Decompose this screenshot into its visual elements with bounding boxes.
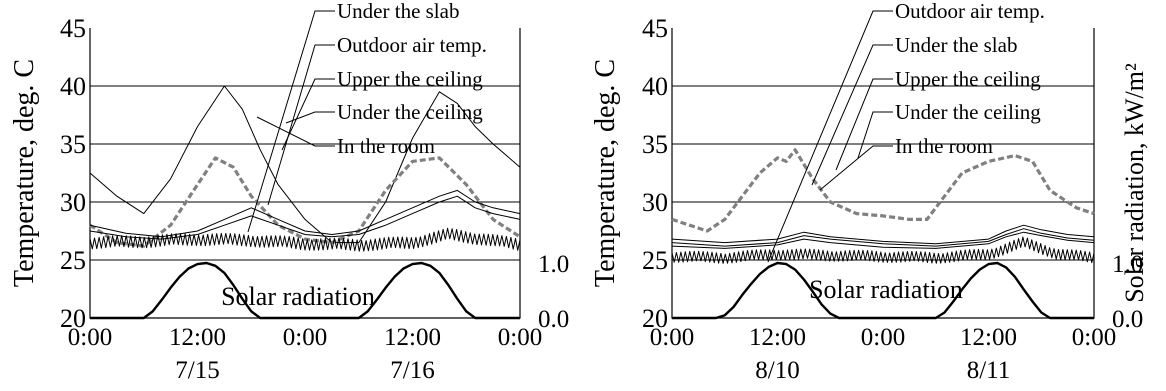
x-tick-label: 0:00 <box>498 324 542 351</box>
series-solar-radiation <box>90 261 520 320</box>
legend-label: In the room <box>337 134 435 158</box>
legend-leader <box>819 145 893 191</box>
x-tick-label: 12:00 <box>169 324 226 351</box>
series-solar-radiation <box>672 261 1094 320</box>
series-in-the-room <box>89 227 521 252</box>
solar-radiation-annotation: Solar radiation <box>221 282 375 311</box>
x-tick-label: 0:00 <box>1072 324 1116 351</box>
y-tick-label: 30 <box>60 188 86 217</box>
legend-label: Under the slab <box>337 0 459 23</box>
y-axis-label: Temperature, deg. C <box>9 59 40 287</box>
y-tick-label: 40 <box>60 72 86 101</box>
y2-axis-label: Solar radiation, kW/m² <box>1120 63 1149 303</box>
x-tick-label: 12:00 <box>960 324 1017 351</box>
x-tick-label: 12:00 <box>749 324 806 351</box>
series-outdoor-air-temp <box>89 85 521 244</box>
series-outdoor-air-temp <box>671 236 1095 264</box>
y2-tick-label: 1.0 <box>538 251 569 278</box>
y-tick-label: 35 <box>642 130 668 159</box>
legend-leader <box>247 10 335 233</box>
legend-leader <box>811 44 893 186</box>
legend-label: Upper the ceiling <box>337 67 483 91</box>
x-tick-date: 7/16 <box>390 357 434 384</box>
series-upper-the-ceiling <box>671 224 1095 245</box>
legend-label: Outdoor air temp. <box>895 0 1045 23</box>
legend-leader <box>857 111 893 159</box>
legend-leader <box>267 44 335 206</box>
y-tick-label: 40 <box>642 72 668 101</box>
series-under-the-slab <box>89 156 521 248</box>
x-tick-label: 0:00 <box>68 324 112 351</box>
y2-tick-label: 0.0 <box>538 306 569 333</box>
y-tick-label: 20 <box>642 304 668 333</box>
y-axis-label: Temperature, deg. C <box>590 59 621 287</box>
legend-leader <box>835 78 893 171</box>
y-tick-label: 20 <box>60 304 86 333</box>
x-tick-date: 8/10 <box>755 357 799 384</box>
legend-label: Outdoor air temp. <box>337 33 487 57</box>
chart-0: 20 25 30 35 40 45 0.0 1.0 0:00 12:00 7/15 0:00 12:00… <box>9 0 569 384</box>
y-tick-label: 25 <box>60 246 86 275</box>
legend-label: Under the ceiling <box>337 100 483 124</box>
legend-label: Under the ceiling <box>895 100 1041 124</box>
x-tick-label: 0:00 <box>650 324 694 351</box>
y-tick-label: 45 <box>60 14 86 43</box>
y-tick-label: 30 <box>642 188 668 217</box>
legend-label: In the room <box>895 134 993 158</box>
y-tick-label: 35 <box>60 130 86 159</box>
x-tick-label: 0:00 <box>283 324 327 351</box>
legend-label: Upper the ceiling <box>895 67 1041 91</box>
legend-label: Under the slab <box>895 33 1017 57</box>
series-in-the-room <box>671 231 1095 249</box>
y2-tick-label: 0.0 <box>1112 306 1143 333</box>
x-tick-label: 12:00 <box>384 324 441 351</box>
chart-1: 20 25 30 35 40 45 0.0 1.0 0:00 12:00 8/10 0:00 12:00… <box>590 0 1149 384</box>
series-under-the-slab <box>671 148 1095 233</box>
y-tick-label: 45 <box>642 14 668 43</box>
x-tick-date: 7/15 <box>175 357 219 384</box>
x-tick-date: 8/11 <box>967 357 1011 384</box>
y2-tick-label: 1.0 <box>1112 251 1143 278</box>
series-upper-the-ceiling <box>89 189 521 238</box>
legend-leader <box>281 78 335 151</box>
legend-leader <box>767 10 893 263</box>
series-under-the-ceiling <box>671 228 1095 247</box>
legend-leader <box>256 116 335 147</box>
x-tick-label: 0:00 <box>861 324 905 351</box>
solar-radiation-annotation: Solar radiation <box>809 275 963 304</box>
legend-leader <box>285 111 335 124</box>
y-tick-label: 25 <box>642 246 668 275</box>
